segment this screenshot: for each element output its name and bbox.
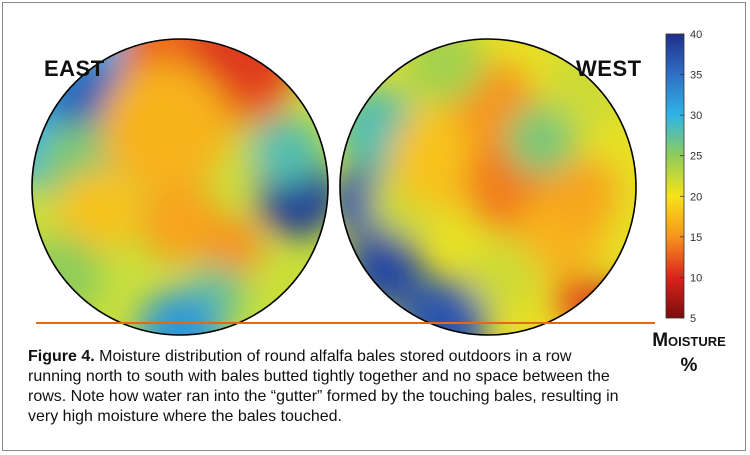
colorbar-tick-label: 35 <box>690 70 702 82</box>
colorbar-tick-label: 10 <box>690 272 702 284</box>
colorbar-tick-label: 30 <box>690 110 702 122</box>
bale-east-outline <box>31 38 329 336</box>
panel-label-west: WEST <box>576 56 642 81</box>
panel-label-east: EAST <box>44 56 105 81</box>
moisture-cell <box>203 216 263 276</box>
moisture-cell <box>55 169 139 253</box>
moisture-cell <box>467 240 539 312</box>
colorbar-tick-label: 40 <box>690 29 702 41</box>
colorbar <box>665 33 685 319</box>
colorbar-tick-label: 25 <box>690 151 702 163</box>
moisture-cell <box>547 157 619 229</box>
colorbar-label-line2: % <box>680 355 698 376</box>
moisture-cell <box>138 181 222 264</box>
moisture-cell <box>547 39 636 128</box>
colorbar-label: Moisture % <box>640 328 738 378</box>
bale-east <box>32 39 328 335</box>
colorbar-ticks: 40 35 30 25 20 15 10 5 <box>680 29 702 325</box>
moisture-cell <box>138 290 222 335</box>
figure-caption: Figure 4. Moisture distribution of round… <box>28 347 628 427</box>
figure-frame <box>2 2 746 451</box>
moisture-cell <box>505 104 577 176</box>
bale-west-outline <box>339 38 637 336</box>
moisture-cell <box>251 115 323 187</box>
colorbar-tick-label: 20 <box>690 191 702 203</box>
caption-label: Figure 4. <box>28 348 95 365</box>
colorbar-tick-label: 5 <box>690 313 696 325</box>
moisture-cell <box>402 39 486 105</box>
colorbar-tick-label: 15 <box>690 232 702 244</box>
colorbar-label-line1: Moisture <box>652 330 726 351</box>
moisture-cell <box>100 62 231 193</box>
caption-text: Moisture distribution of round alfalfa b… <box>28 348 619 425</box>
